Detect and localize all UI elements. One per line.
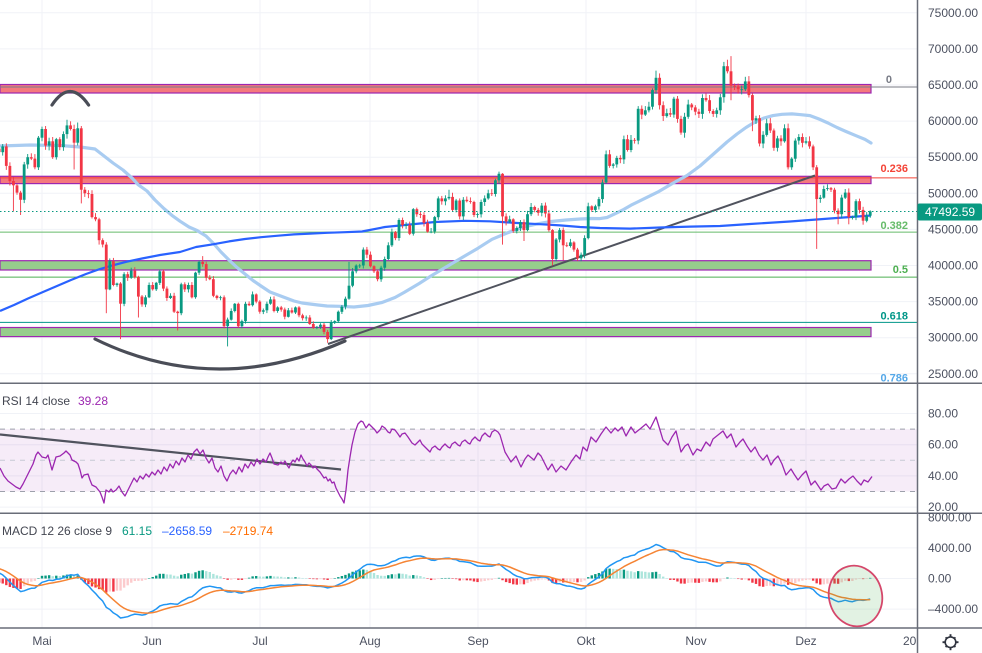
svg-text:39.28: 39.28 bbox=[78, 394, 108, 408]
svg-text:0.382: 0.382 bbox=[880, 220, 908, 232]
svg-text:Dez: Dez bbox=[795, 634, 816, 648]
svg-text:Jul: Jul bbox=[252, 634, 267, 648]
svg-text:65000.00: 65000.00 bbox=[928, 78, 978, 92]
svg-text:0.618: 0.618 bbox=[880, 310, 908, 322]
svg-text:40000.00: 40000.00 bbox=[928, 259, 978, 273]
svg-text:–4000.00: –4000.00 bbox=[928, 602, 978, 616]
svg-text:25000.00: 25000.00 bbox=[928, 367, 978, 381]
svg-text:40.00: 40.00 bbox=[928, 469, 958, 483]
svg-text:Sep: Sep bbox=[467, 634, 489, 648]
svg-text:MACD 12 26 close 9: MACD 12 26 close 9 bbox=[2, 524, 112, 538]
svg-text:60.00: 60.00 bbox=[928, 438, 958, 452]
svg-text:Aug: Aug bbox=[359, 634, 380, 648]
svg-text:–2658.59: –2658.59 bbox=[162, 524, 212, 538]
svg-text:80.00: 80.00 bbox=[928, 407, 958, 421]
svg-text:RSI 14 close: RSI 14 close bbox=[2, 394, 70, 408]
svg-text:0.786: 0.786 bbox=[880, 373, 908, 385]
svg-text:47492.59: 47492.59 bbox=[925, 205, 975, 219]
svg-text:61.15: 61.15 bbox=[122, 524, 152, 538]
svg-text:Okt: Okt bbox=[577, 634, 596, 648]
svg-text:75000.00: 75000.00 bbox=[928, 6, 978, 20]
svg-text:–2719.74: –2719.74 bbox=[223, 524, 273, 538]
svg-text:70000.00: 70000.00 bbox=[928, 42, 978, 56]
svg-text:50000.00: 50000.00 bbox=[928, 186, 978, 200]
svg-text:Jun: Jun bbox=[142, 634, 161, 648]
svg-text:0.236: 0.236 bbox=[880, 163, 908, 175]
svg-text:4000.00: 4000.00 bbox=[928, 541, 972, 555]
svg-text:0.00: 0.00 bbox=[928, 572, 952, 586]
svg-text:60000.00: 60000.00 bbox=[928, 114, 978, 128]
svg-text:Nov: Nov bbox=[685, 634, 706, 648]
svg-text:Mai: Mai bbox=[32, 634, 51, 648]
svg-text:20.00: 20.00 bbox=[928, 500, 958, 514]
svg-text:0.5: 0.5 bbox=[893, 264, 908, 276]
svg-text:35000.00: 35000.00 bbox=[928, 295, 978, 309]
svg-text:45000.00: 45000.00 bbox=[928, 222, 978, 236]
svg-text:0: 0 bbox=[886, 74, 892, 86]
svg-text:20: 20 bbox=[903, 634, 917, 648]
svg-text:8000.00: 8000.00 bbox=[928, 511, 972, 525]
svg-text:30000.00: 30000.00 bbox=[928, 331, 978, 345]
svg-text:55000.00: 55000.00 bbox=[928, 150, 978, 164]
